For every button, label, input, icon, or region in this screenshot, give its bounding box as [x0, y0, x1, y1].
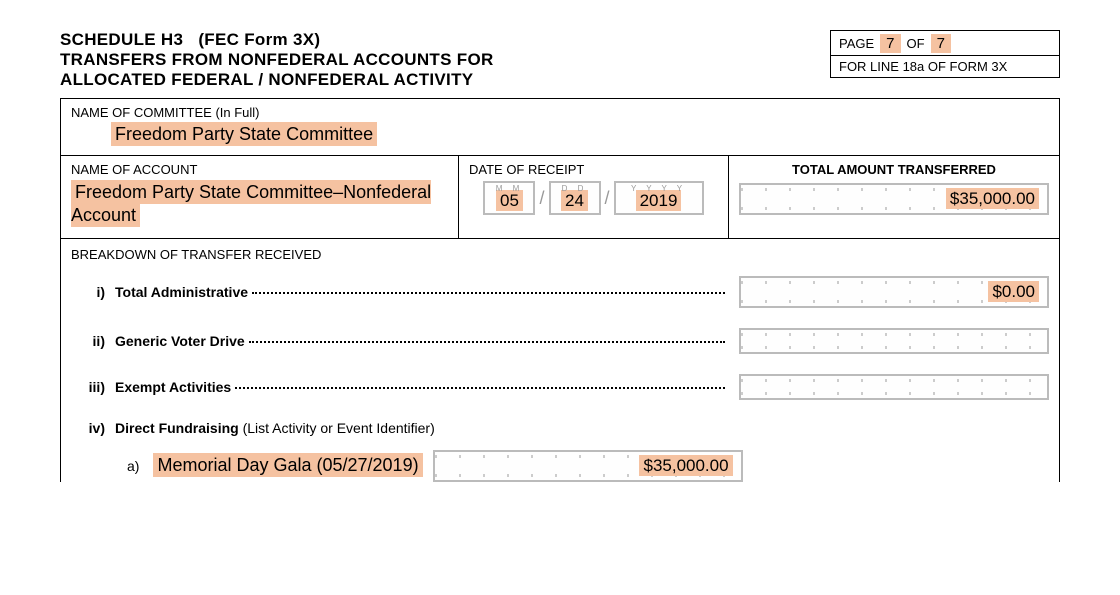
- slash-1: /: [537, 188, 546, 209]
- page-number: 7: [880, 34, 900, 53]
- total-pages: 7: [931, 34, 951, 53]
- title-line-3: ALLOCATED FEDERAL / NONFEDERAL ACTIVITY: [60, 70, 830, 90]
- dots: [252, 292, 725, 294]
- total-amount-box[interactable]: $35,000.00: [739, 183, 1049, 215]
- date-group: M M 05 / D D 24 / Y Y Y Y 2019: [469, 181, 718, 215]
- account-value: Freedom Party State Committee–Nonfederal…: [71, 180, 431, 227]
- date-dd-cell[interactable]: D D 24: [549, 181, 601, 215]
- date-yyyy-cell[interactable]: Y Y Y Y 2019: [614, 181, 704, 215]
- page-row-1: PAGE 7 OF 7: [831, 31, 1059, 56]
- yy-hint: Y Y Y Y: [616, 184, 702, 193]
- form-container: NAME OF COMMITTEE (In Full) Freedom Part…: [60, 98, 1060, 482]
- row-iii-amount-box[interactable]: [739, 374, 1049, 400]
- row-ii-label: Generic Voter Drive: [115, 333, 245, 349]
- date-column: DATE OF RECEIPT M M 05 / D D 24 / Y Y Y …: [459, 156, 729, 238]
- account-date-total-row: NAME OF ACCOUNT Freedom Party State Comm…: [61, 156, 1059, 239]
- row-i-num: i): [71, 284, 105, 300]
- breakdown-heading: BREAKDOWN OF TRANSFER RECEIVED: [71, 247, 1049, 262]
- total-column: TOTAL AMOUNT TRANSFERRED $35,000.00: [729, 156, 1059, 238]
- account-value-wrap: Freedom Party State Committee–Nonfederal…: [71, 181, 448, 228]
- of-label: OF: [907, 36, 925, 51]
- row-i: i) Total Administrative $0.00: [71, 276, 1049, 308]
- row-iv-sublabel: (List Activity or Event Identifier): [243, 420, 435, 436]
- dots: [249, 341, 725, 343]
- date-label: DATE OF RECEIPT: [469, 162, 718, 177]
- title-line-2: TRANSFERS FROM NONFEDERAL ACCOUNTS FOR: [60, 50, 830, 70]
- schedule-id: SCHEDULE H3: [60, 30, 183, 49]
- mm-hint: M M: [485, 184, 533, 193]
- date-yyyy: 2019: [636, 190, 682, 211]
- committee-section: NAME OF COMMITTEE (In Full) Freedom Part…: [61, 99, 1059, 156]
- row-i-label: Total Administrative: [115, 284, 248, 300]
- line-ref: FOR LINE 18a OF FORM 3X: [831, 56, 1059, 77]
- row-iv-num: iv): [71, 420, 105, 436]
- title-line-1: SCHEDULE H3 (FEC Form 3X): [60, 30, 830, 50]
- account-label: NAME OF ACCOUNT: [71, 162, 448, 177]
- row-ii-num: ii): [71, 333, 105, 349]
- page-label: PAGE: [839, 36, 874, 51]
- total-amount: $35,000.00: [946, 188, 1039, 209]
- row-iv-a-text: Memorial Day Gala (05/27/2019): [153, 453, 422, 477]
- breakdown-section: BREAKDOWN OF TRANSFER RECEIVED i) Total …: [61, 239, 1059, 482]
- row-iv: iv) Direct Fundraising (List Activity or…: [71, 420, 1049, 436]
- row-ii: ii) Generic Voter Drive: [71, 328, 1049, 354]
- row-iii: iii) Exempt Activities: [71, 374, 1049, 400]
- row-iv-a-amount-box[interactable]: $35,000.00: [433, 450, 743, 482]
- page-box: PAGE 7 OF 7 FOR LINE 18a OF FORM 3X: [830, 30, 1060, 78]
- row-iv-a-letter: a): [127, 458, 139, 474]
- row-iii-num: iii): [71, 379, 105, 395]
- date-mm: 05: [496, 190, 523, 211]
- date-dd: 24: [561, 190, 588, 211]
- slash-2: /: [603, 188, 612, 209]
- row-ii-amount-box[interactable]: [739, 328, 1049, 354]
- committee-value: Freedom Party State Committee: [111, 122, 377, 146]
- account-column: NAME OF ACCOUNT Freedom Party State Comm…: [61, 156, 459, 238]
- committee-name: Freedom Party State Committee: [71, 124, 1049, 145]
- form-ref: (FEC Form 3X): [198, 30, 320, 49]
- row-iv-a: a) Memorial Day Gala (05/27/2019) $35,00…: [71, 450, 1049, 482]
- row-i-amount: $0.00: [988, 281, 1039, 302]
- row-iv-label: Direct Fundraising: [115, 420, 239, 436]
- title-block: SCHEDULE H3 (FEC Form 3X) TRANSFERS FROM…: [60, 30, 830, 90]
- date-mm-cell[interactable]: M M 05: [483, 181, 535, 215]
- dots: [235, 387, 725, 389]
- row-iii-label: Exempt Activities: [115, 379, 231, 395]
- row-i-amount-box[interactable]: $0.00: [739, 276, 1049, 308]
- committee-label: NAME OF COMMITTEE (In Full): [71, 105, 1049, 120]
- header-row: SCHEDULE H3 (FEC Form 3X) TRANSFERS FROM…: [60, 30, 1060, 90]
- total-label: TOTAL AMOUNT TRANSFERRED: [739, 162, 1049, 177]
- row-iv-a-amount: $35,000.00: [639, 455, 732, 476]
- dd-hint: D D: [551, 184, 599, 193]
